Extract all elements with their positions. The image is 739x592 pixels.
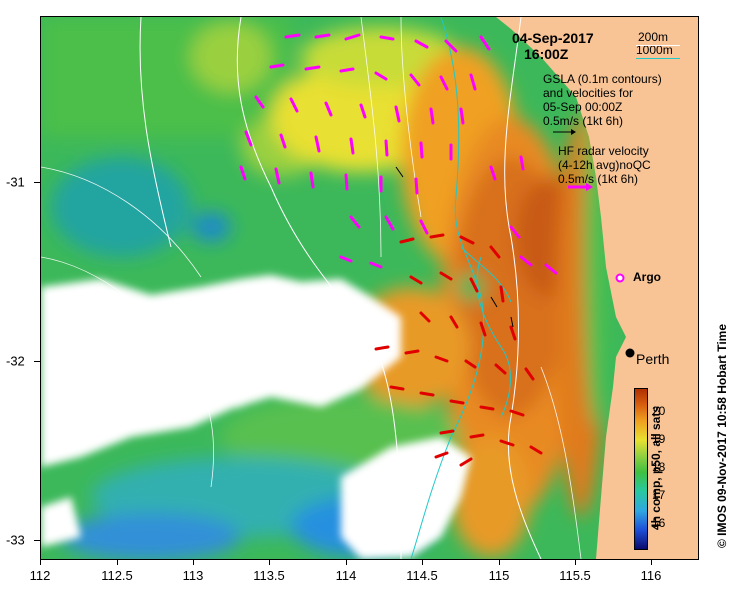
legend-200m-line [636, 45, 680, 46]
gsla-line-4: 0.5m/s (1kt 6h) [543, 114, 624, 128]
y-tick-label: -31 [6, 174, 25, 190]
colorbar-tick: 17 [652, 488, 666, 502]
x-tick-label: 114 [335, 568, 357, 583]
x-tick-label: 115 [488, 568, 510, 583]
colorbar-caption: 4h comp, p50, all sats [649, 405, 663, 531]
map-time: 16:00Z [524, 46, 569, 62]
sst-map [40, 16, 699, 560]
x-tick-label: 112 [29, 568, 51, 583]
x-tick-label: 115.5 [559, 568, 591, 583]
legend-200m: 200m [638, 30, 669, 44]
bathy-1000m [410, 17, 512, 559]
y-tick-label: -33 [6, 532, 25, 548]
colorbar-tick: 16 [652, 516, 666, 530]
credit-text: © IMOS 09-Nov-2017 10:58 Hobart Time [715, 323, 729, 549]
perth-label: Perth [636, 351, 670, 367]
x-tick-label: 112.5 [101, 568, 133, 583]
gsla-line-2: and velocities for [543, 86, 634, 100]
bathy-200m [139, 17, 542, 559]
legend-1000m-line [636, 58, 680, 59]
argo-label: Argo [633, 270, 661, 284]
colorbar [634, 388, 648, 550]
x-tick-label: 116 [640, 568, 662, 583]
sst-map-graphics [41, 17, 698, 559]
argo-marker [615, 273, 625, 283]
hf-radar-arrows [239, 33, 558, 275]
cloud-mask [41, 275, 471, 559]
hf-radar-arrows-red [374, 233, 543, 467]
hf-line-2: (4-12h avg)noQC [558, 158, 651, 172]
gsla-arrows [395, 166, 514, 328]
colorbar-tick: 18 [652, 460, 666, 474]
colorbar-tick: 20 [652, 404, 666, 418]
hf-line-3: 0.5m/s (1kt 6h) [558, 172, 639, 186]
hf-line-1: HF radar velocity [558, 144, 649, 158]
legend-1000m: 1000m [636, 43, 673, 57]
gsla-line-3: 05-Sep 00:00Z [543, 100, 623, 114]
map-date: 04-Sep-2017 [512, 30, 594, 46]
x-tick-label: 114.5 [406, 568, 438, 583]
x-tick-label: 113 [182, 568, 204, 583]
colorbar-tick: 19 [652, 432, 666, 446]
gsla-line-1: GSLA (0.1m contours) [543, 72, 662, 86]
perth-marker [625, 348, 635, 358]
x-tick-label: 113.5 [253, 568, 285, 583]
hf-scale-arrow [568, 183, 593, 191]
y-tick-label: -32 [6, 353, 25, 369]
gsla-scale-arrow [553, 129, 576, 135]
